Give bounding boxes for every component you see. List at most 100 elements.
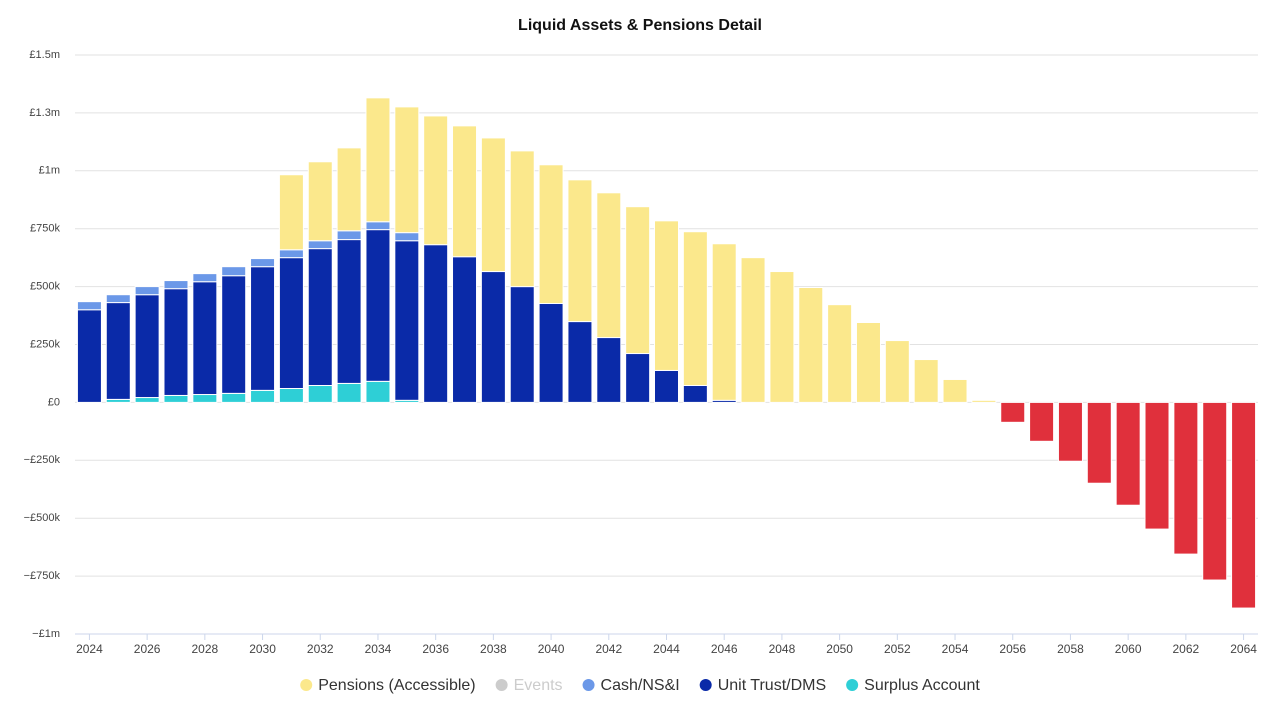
bar	[654, 369, 679, 403]
bar	[682, 384, 708, 403]
bar	[163, 280, 189, 290]
chart-title: Liquid Assets & Pensions Detail	[518, 17, 762, 34]
x-tick-label: 2056	[999, 642, 1026, 656]
legend-marker	[582, 679, 595, 691]
legend-item[interactable]: Unit Trust/DMS	[699, 677, 826, 694]
legend-marker	[846, 679, 859, 691]
bar	[163, 288, 189, 396]
bar	[336, 147, 362, 232]
bar	[1057, 401, 1083, 462]
bar	[1173, 401, 1199, 555]
bar	[394, 106, 420, 234]
bar	[221, 275, 247, 394]
legend-marker	[699, 679, 712, 691]
bar	[336, 239, 362, 384]
bar	[1000, 401, 1026, 423]
bar	[307, 161, 333, 242]
bar	[827, 304, 853, 403]
x-tick-label: 2038	[480, 642, 507, 656]
x-tick-label: 2042	[595, 642, 622, 656]
bar	[163, 394, 189, 403]
bar	[509, 150, 535, 288]
x-tick-label: 2030	[249, 642, 276, 656]
bar	[221, 392, 247, 403]
bar	[1144, 401, 1170, 530]
x-tick-label: 2054	[942, 642, 969, 656]
x-tick-label: 2048	[769, 642, 796, 656]
bar	[942, 378, 968, 403]
bar	[625, 206, 651, 355]
bar	[913, 359, 939, 403]
bar	[76, 301, 102, 311]
bar	[452, 256, 478, 403]
bar	[452, 125, 478, 258]
y-tick-label: £0	[48, 396, 60, 408]
bar	[538, 303, 564, 403]
x-tick-label: 2044	[653, 642, 680, 656]
x-tick-label: 2062	[1173, 642, 1200, 656]
legend-item[interactable]: Events	[495, 677, 563, 694]
bar	[365, 97, 391, 223]
y-tick-label: £750k	[30, 223, 60, 235]
bar	[538, 164, 564, 305]
bar	[682, 231, 708, 386]
x-tick-label: 2024	[76, 642, 103, 656]
x-tick-label: 2064	[1230, 642, 1257, 656]
bar	[365, 380, 391, 403]
bar	[423, 244, 449, 403]
legend-marker	[495, 679, 508, 691]
bar	[307, 248, 333, 386]
bar	[134, 294, 160, 399]
bar	[625, 353, 651, 403]
legend-label: Surplus Account	[864, 677, 980, 694]
bar	[711, 243, 737, 401]
legend-item[interactable]: Cash/NS&I	[582, 677, 680, 694]
bar	[307, 384, 333, 403]
bar	[105, 302, 131, 400]
bar	[1202, 401, 1228, 581]
y-tick-label: £1.5m	[29, 49, 60, 61]
bar	[1231, 401, 1257, 609]
bar	[192, 394, 218, 403]
bar	[336, 382, 362, 403]
bar	[221, 266, 247, 277]
legend-label: Unit Trust/DMS	[718, 677, 826, 694]
x-tick-label: 2032	[307, 642, 334, 656]
bar	[971, 399, 997, 403]
bar	[336, 230, 362, 241]
legend-item[interactable]: Pensions (Accessible)	[300, 677, 476, 694]
y-tick-label: £1m	[39, 165, 60, 177]
bar	[1029, 401, 1055, 442]
bar	[134, 397, 160, 403]
legend-item[interactable]: Surplus Account	[846, 677, 980, 694]
bar	[278, 257, 304, 390]
bar	[596, 192, 622, 339]
bar	[423, 115, 449, 246]
bar	[567, 179, 593, 323]
x-tick-label: 2052	[884, 642, 911, 656]
bar	[365, 229, 391, 382]
bar	[134, 286, 160, 296]
bar	[192, 273, 218, 283]
bar	[509, 286, 535, 403]
bar	[365, 221, 391, 231]
x-tick-label: 2060	[1115, 642, 1142, 656]
bar	[769, 271, 795, 403]
x-tick-label: 2058	[1057, 642, 1084, 656]
bar	[855, 321, 881, 403]
bar	[192, 281, 218, 396]
bar	[480, 137, 506, 273]
y-tick-label: £1.3m	[29, 107, 60, 119]
bar	[250, 258, 276, 268]
x-tick-label: 2034	[365, 642, 392, 656]
y-tick-label: −£1m	[32, 628, 60, 640]
legend-label: Pensions (Accessible)	[318, 677, 475, 694]
bar	[394, 240, 420, 401]
legend-label: Events	[514, 677, 563, 694]
x-tick-label: 2036	[422, 642, 449, 656]
bar	[480, 271, 506, 403]
bar	[76, 309, 102, 403]
x-tick-label: 2040	[538, 642, 565, 656]
legend-label: Cash/NS&I	[601, 677, 680, 694]
